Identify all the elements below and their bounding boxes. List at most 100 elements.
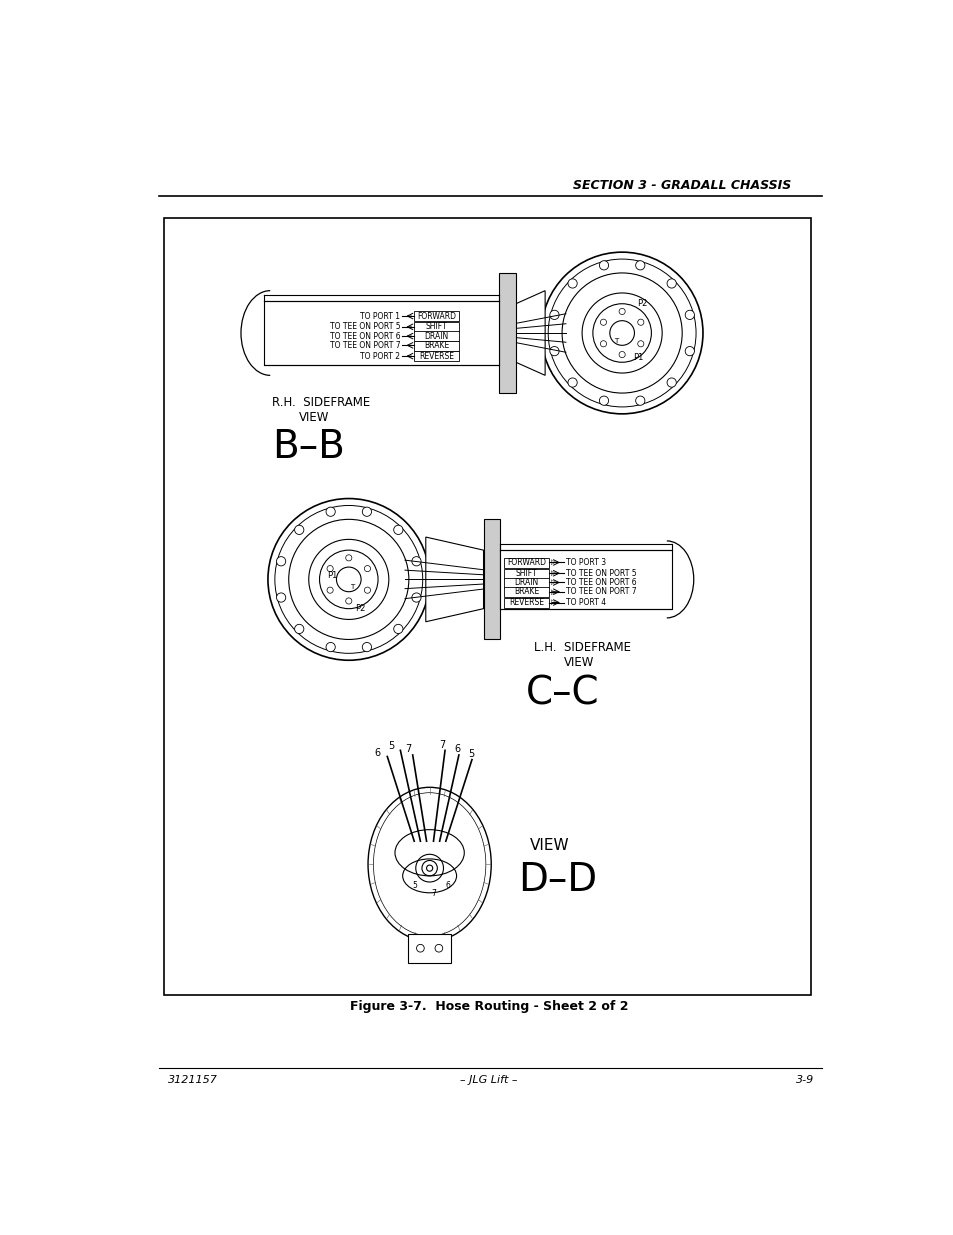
Bar (498, 273, 516, 393)
Text: 3121157: 3121157 (168, 1074, 217, 1084)
Text: BRAKE: BRAKE (514, 587, 538, 597)
Bar (264, 300, 498, 366)
Circle shape (294, 525, 304, 535)
Text: 6: 6 (374, 747, 380, 757)
Text: TO TEE ON PORT 7: TO TEE ON PORT 7 (565, 587, 636, 597)
Text: FORWARD: FORWARD (416, 311, 456, 321)
Circle shape (599, 319, 606, 325)
Bar (504, 598, 548, 608)
Polygon shape (516, 290, 544, 375)
Circle shape (567, 378, 577, 387)
Bar (414, 311, 458, 321)
Text: TO TEE ON PORT 7: TO TEE ON PORT 7 (330, 341, 400, 350)
Circle shape (598, 396, 608, 405)
Text: 5: 5 (468, 750, 474, 760)
Text: 7: 7 (431, 889, 436, 898)
Text: VIEW: VIEW (529, 837, 569, 852)
Text: TO TEE ON PORT 5: TO TEE ON PORT 5 (330, 322, 400, 331)
Bar (164, 217, 810, 995)
Bar (414, 331, 458, 341)
Text: ▷: ▷ (550, 599, 556, 605)
Ellipse shape (368, 787, 491, 941)
Text: VIEW: VIEW (298, 411, 329, 424)
Text: B–B: B–B (272, 429, 344, 466)
Bar (504, 558, 548, 568)
Circle shape (362, 642, 371, 652)
Text: VIEW: VIEW (564, 656, 594, 669)
Bar (408, 934, 451, 963)
Text: C–C: C–C (525, 674, 598, 713)
Text: – JLG Lift –: – JLG Lift – (459, 1074, 517, 1084)
Text: TO PORT 2: TO PORT 2 (360, 352, 400, 361)
Text: Figure 3-7.  Hose Routing - Sheet 2 of 2: Figure 3-7. Hose Routing - Sheet 2 of 2 (350, 1000, 627, 1013)
Text: 7: 7 (405, 743, 411, 753)
Circle shape (412, 557, 420, 566)
Text: ▷: ▷ (550, 589, 556, 595)
Text: TO TEE ON PORT 6: TO TEE ON PORT 6 (565, 578, 636, 587)
Circle shape (276, 557, 285, 566)
Text: TO PORT 1: TO PORT 1 (360, 311, 400, 321)
Text: 6: 6 (444, 882, 450, 890)
Circle shape (598, 261, 608, 270)
Text: 7: 7 (439, 740, 445, 750)
Text: FORWARD: FORWARD (507, 558, 545, 567)
Circle shape (567, 279, 577, 288)
Text: TO PORT 3: TO PORT 3 (565, 558, 605, 567)
Circle shape (327, 566, 333, 572)
Circle shape (666, 378, 676, 387)
Circle shape (618, 352, 624, 358)
Circle shape (294, 625, 304, 634)
Circle shape (635, 396, 644, 405)
Bar (483, 520, 500, 640)
Text: REVERSE: REVERSE (418, 352, 454, 361)
Circle shape (394, 625, 402, 634)
Text: TO PORT 4: TO PORT 4 (565, 598, 605, 606)
Circle shape (327, 587, 333, 593)
Text: SHIFT: SHIFT (425, 322, 447, 331)
Bar (500, 550, 672, 609)
Text: ▷: ▷ (550, 559, 556, 566)
Text: R.H.  SIDEFRAME: R.H. SIDEFRAME (272, 395, 370, 409)
Text: BRAKE: BRAKE (423, 341, 449, 350)
Text: P1: P1 (327, 571, 337, 580)
Bar (504, 568, 548, 579)
Circle shape (435, 945, 442, 952)
Circle shape (326, 642, 335, 652)
Text: SECTION 3 - GRADALL CHASSIS: SECTION 3 - GRADALL CHASSIS (573, 179, 791, 191)
Circle shape (549, 310, 558, 320)
Circle shape (326, 508, 335, 516)
Circle shape (635, 261, 644, 270)
Text: TO TEE ON PORT 6: TO TEE ON PORT 6 (330, 331, 400, 341)
Text: SHIFT: SHIFT (516, 569, 537, 578)
Circle shape (345, 598, 352, 604)
Circle shape (394, 525, 402, 535)
Circle shape (599, 341, 606, 347)
Polygon shape (425, 537, 483, 621)
Text: P2: P2 (355, 604, 365, 613)
Text: TO TEE ON PORT 5: TO TEE ON PORT 5 (565, 569, 636, 578)
Text: 3-9: 3-9 (796, 1074, 814, 1084)
Circle shape (684, 310, 694, 320)
Text: P1: P1 (632, 353, 642, 362)
Text: ▷: ▷ (550, 571, 556, 577)
Text: DRAIN: DRAIN (424, 331, 448, 341)
Circle shape (345, 555, 352, 561)
Text: 5: 5 (388, 741, 394, 751)
Text: L.H.  SIDEFRAME: L.H. SIDEFRAME (533, 641, 630, 653)
Text: T: T (613, 337, 618, 343)
Circle shape (362, 508, 371, 516)
Circle shape (412, 593, 420, 603)
Circle shape (364, 566, 370, 572)
Circle shape (268, 499, 429, 661)
Text: 5: 5 (413, 882, 417, 890)
Circle shape (637, 341, 643, 347)
Bar (504, 587, 548, 597)
Text: T: T (350, 584, 355, 590)
Circle shape (416, 945, 424, 952)
Bar (414, 322, 458, 332)
Text: 6: 6 (454, 743, 460, 753)
Circle shape (666, 279, 676, 288)
Text: P2: P2 (637, 299, 647, 309)
Circle shape (618, 309, 624, 315)
Text: DRAIN: DRAIN (514, 578, 538, 587)
